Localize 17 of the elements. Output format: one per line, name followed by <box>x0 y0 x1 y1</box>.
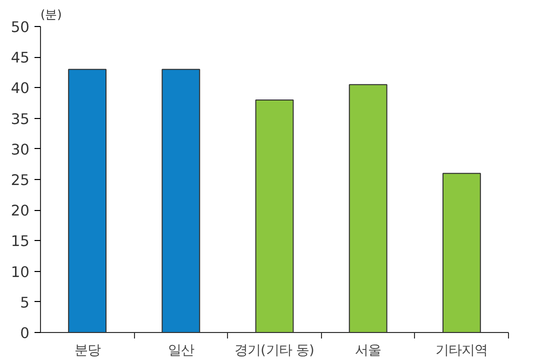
y-tick-label: 30 <box>10 141 30 158</box>
y-tick-label: 40 <box>10 80 30 98</box>
y-tick-label: 20 <box>10 202 30 220</box>
y-tick-label: 25 <box>10 172 30 189</box>
y-tick-label: 0 <box>20 325 30 342</box>
x-tick-label: 일산 <box>168 344 194 358</box>
y-tick-label: 35 <box>10 110 30 128</box>
y-tick-label: 15 <box>10 233 30 250</box>
y-tick-label: 10 <box>10 264 30 281</box>
x-tick-label: 경기(기타 동) <box>234 344 314 358</box>
x-tick-label: 분당 <box>74 344 100 358</box>
x-tick-label: 기타지역 <box>436 344 488 358</box>
y-tick-label: 45 <box>10 50 30 67</box>
y-tick-label: 5 <box>20 294 30 312</box>
y-axis-title: (분) <box>40 8 62 22</box>
y-tick-label: 50 <box>10 19 30 36</box>
x-tick-label: 서울 <box>355 344 382 358</box>
